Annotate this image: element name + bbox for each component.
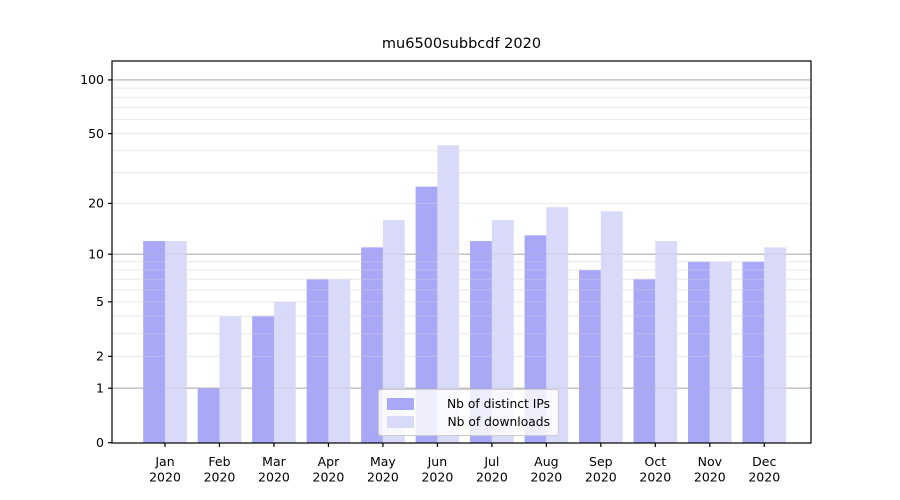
bar-downloads-oct: [655, 241, 678, 443]
x-tick-label-month: Jul: [483, 454, 499, 469]
legend-item-downloads: Nb of downloads: [387, 415, 550, 429]
x-tick-label-year: 2020: [149, 470, 181, 485]
bar-distinct-ips-jun: [415, 186, 438, 443]
y-tick-label: 0: [96, 435, 104, 450]
legend-label-downloads: Nb of downloads: [447, 414, 550, 429]
bar-distinct-ips-feb: [197, 388, 220, 443]
bar-downloads-jun: [437, 145, 460, 444]
bar-distinct-ips-dec: [742, 261, 765, 443]
legend-swatch-downloads: [387, 415, 414, 428]
x-tick-label-month: Nov: [698, 454, 723, 469]
x-tick-label-month: Oct: [645, 454, 667, 469]
bar-distinct-ips-mar: [252, 316, 274, 443]
bar-downloads-aug: [546, 207, 569, 443]
bar-distinct-ips-oct: [633, 279, 656, 443]
bar-distinct-ips-may: [361, 247, 383, 443]
x-tick-label-year: 2020: [476, 470, 508, 485]
y-tick-label: 5: [96, 294, 104, 309]
x-tick-label-year: 2020: [367, 470, 399, 485]
x-tick-label-year: 2020: [748, 470, 780, 485]
y-tick-label: 100: [80, 72, 104, 87]
bar-distinct-ips-nov: [688, 261, 710, 443]
x-tick-label-month: May: [370, 454, 396, 469]
x-tick-label-month: Feb: [208, 454, 230, 469]
bar-downloads-mar: [273, 301, 296, 443]
x-tick-label-year: 2020: [204, 470, 236, 485]
x-tick-label-month: Mar: [262, 454, 286, 469]
y-tick-label: 1: [96, 381, 104, 396]
axes-frame: [111, 60, 812, 444]
bar-distinct-ips-apr: [306, 279, 329, 443]
legend: Nb of distinct IPs Nb of downloads: [378, 389, 559, 436]
bar-downloads-jul: [491, 219, 514, 443]
x-tick-label-month: Jan: [154, 454, 174, 469]
bar-distinct-ips-sep: [579, 269, 601, 443]
x-tick-label-month: Jun: [427, 454, 448, 469]
y-tick-label: 2: [96, 349, 104, 364]
y-tick-label: 10: [88, 247, 104, 262]
x-tick-label-month: Apr: [318, 454, 340, 469]
bar-downloads-nov: [709, 261, 732, 443]
bar-downloads-sep: [600, 211, 623, 443]
legend-swatch-distinct-ips: [387, 397, 414, 410]
x-tick-label-year: 2020: [694, 470, 726, 485]
y-tick-label: 50: [88, 126, 104, 141]
bar-downloads-dec: [764, 247, 787, 443]
bar-downloads-apr: [328, 279, 351, 443]
x-tick-label-month: Sep: [589, 454, 613, 469]
x-tick-label-year: 2020: [421, 470, 453, 485]
legend-item-distinct-ips: Nb of distinct IPs: [387, 397, 550, 411]
y-tick-label: 20: [88, 196, 104, 211]
legend-label-distinct-ips: Nb of distinct IPs: [446, 396, 550, 411]
x-tick-label-year: 2020: [585, 470, 617, 485]
bar-downloads-may: [382, 219, 405, 443]
bar-downloads-feb: [219, 316, 242, 443]
bar-distinct-ips-jan: [143, 241, 165, 443]
chart-title: mu6500subbcdf 2020: [381, 36, 542, 52]
bar-downloads-jan: [165, 241, 187, 443]
x-tick-label-month: Dec: [752, 454, 776, 469]
x-tick-label-year: 2020: [530, 470, 562, 485]
x-tick-label-year: 2020: [639, 470, 671, 485]
x-tick-label-month: Aug: [534, 454, 558, 469]
x-tick-label-year: 2020: [313, 470, 345, 485]
x-tick-label-year: 2020: [258, 470, 290, 485]
